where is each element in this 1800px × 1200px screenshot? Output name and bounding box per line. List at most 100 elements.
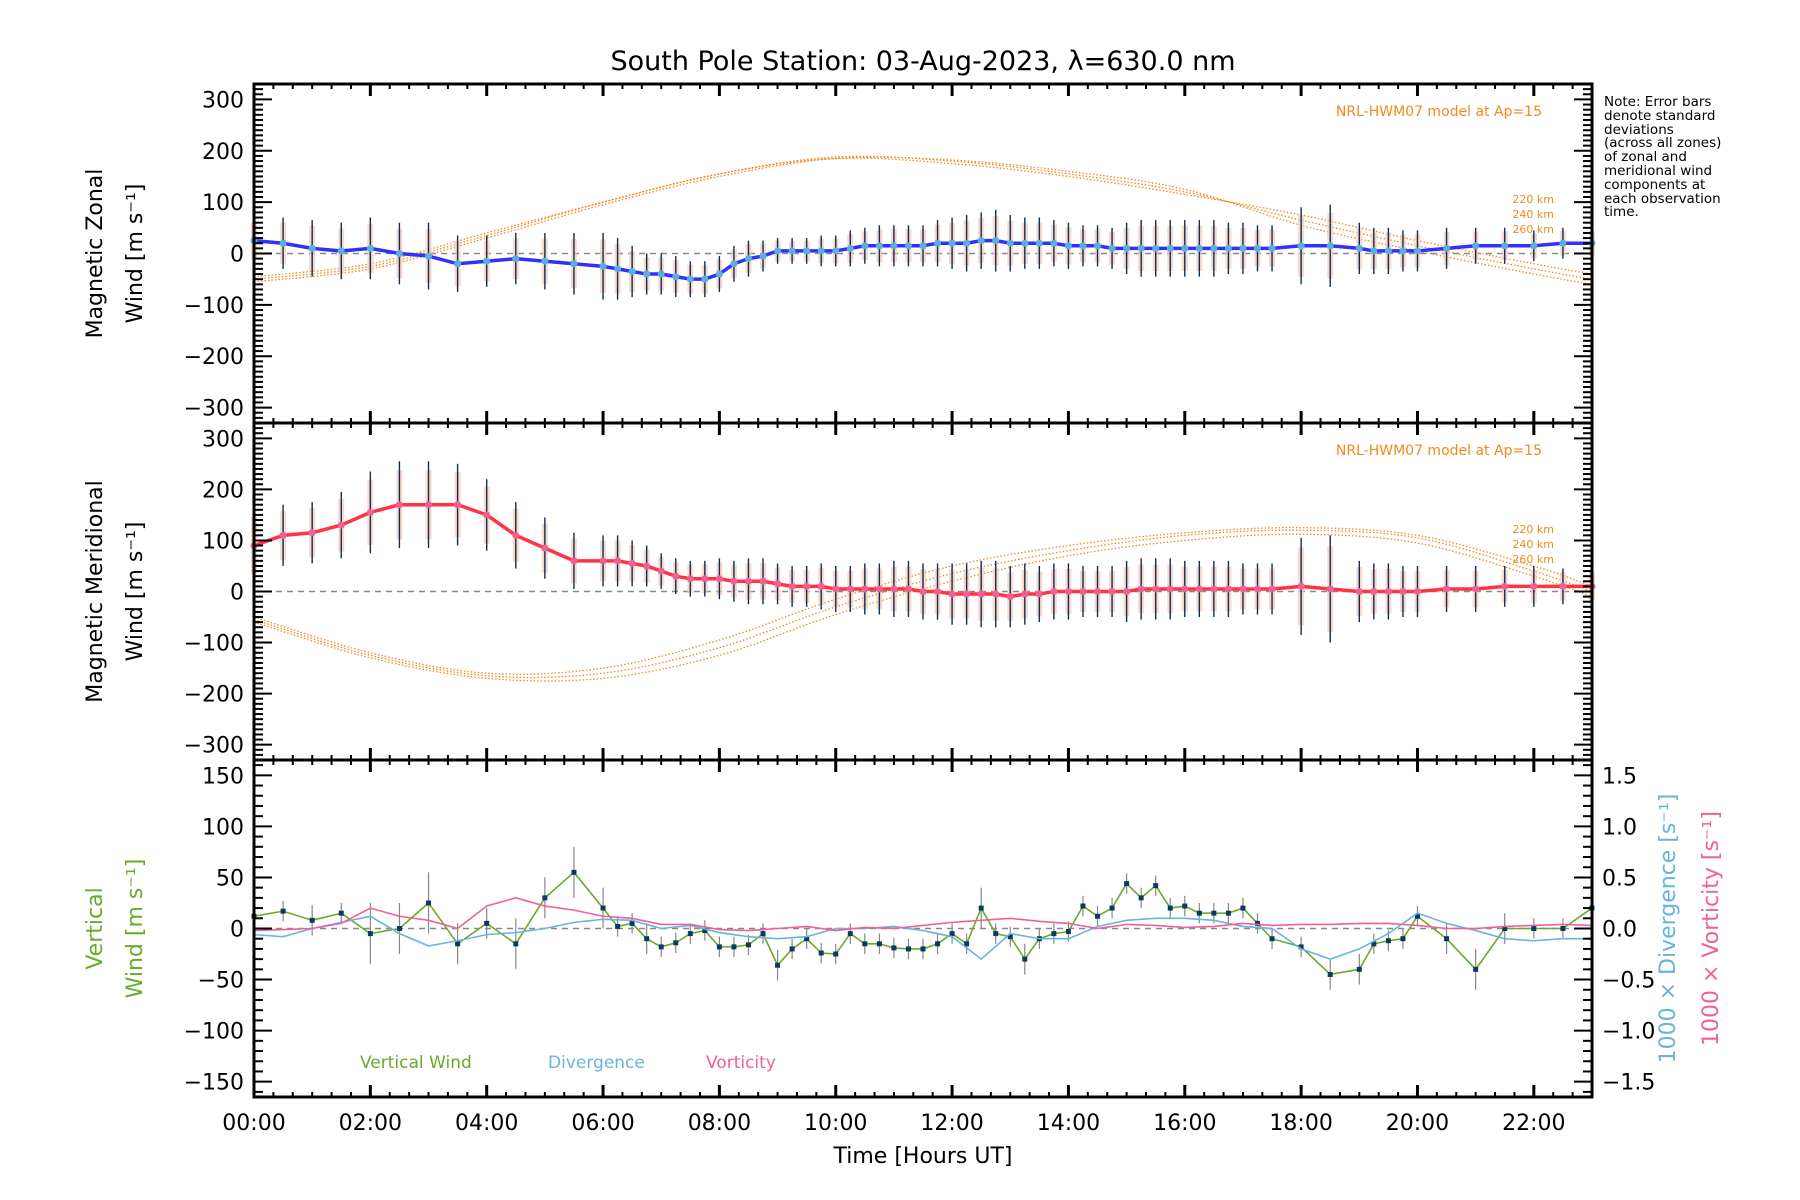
data-point [760,931,766,937]
data-point [1021,239,1029,247]
y-axis-title: Wind [m s⁻¹] [123,184,148,324]
data-point [948,239,956,247]
data-point [861,242,869,250]
data-point [862,941,868,947]
data-point [1560,926,1566,931]
data-point [1080,903,1086,909]
y-tick-label: 100 [202,529,244,554]
data-point [1094,242,1102,250]
data-point [367,931,373,937]
data-point [817,582,825,590]
data-point [643,562,651,570]
data-point [1108,588,1116,595]
x-tick-label: 06:00 [571,1111,634,1136]
data-point [615,923,621,929]
data-point [1443,585,1451,593]
data-point [817,247,825,255]
data-point [1473,966,1479,972]
y-tick-label: −100 [184,632,244,657]
data-point [1254,585,1261,593]
data-point [1167,905,1173,911]
data-point [600,905,606,911]
data-point [935,941,941,947]
data-point [484,920,490,926]
data-point [1006,239,1014,247]
data-point [628,267,636,275]
data-point [715,575,723,583]
series-line-divergence [253,912,1592,961]
y-tick-label: −300 [184,397,244,422]
data-layer [250,155,1596,990]
y-axis-title: Magnetic Zonal [83,169,108,339]
data-point [657,270,665,278]
y2-tick-label: 1.0 [1602,815,1637,840]
data-point [599,262,607,270]
series-line-vorticity [253,897,1593,932]
model-curve [253,526,1593,675]
data-point [672,273,680,281]
data-point [454,501,462,509]
data-point [658,944,664,950]
data-point [541,257,549,265]
data-point [964,941,970,947]
data-point [643,270,651,278]
data-point [1182,903,1188,909]
data-point [1327,971,1333,977]
data-point [425,252,433,260]
x-tick-label: 18:00 [1269,1111,1332,1136]
note-line: of zonal and [1604,149,1687,166]
data-point [1530,582,1538,590]
data-point [1225,910,1231,916]
data-point [1006,593,1014,601]
y-tick-label: 100 [202,815,244,840]
x-tick-label: 20:00 [1386,1111,1449,1136]
data-point [395,250,403,257]
data-point [934,239,942,247]
y-tick-label: −200 [184,683,244,708]
data-point [701,575,709,583]
y2-tick-label: −1.0 [1602,1020,1655,1045]
altitude-label: 240 km [1512,208,1554,221]
model-label: NRL-HWM07 model at Ap=15 [1336,104,1542,120]
data-point [1355,244,1363,252]
data-point [483,511,491,519]
y2-tick-label: −1.5 [1602,1071,1655,1096]
data-point [702,928,708,934]
note-line: meridional wind [1604,162,1713,179]
axes-layer [252,82,1594,1099]
data-point [1370,247,1378,255]
legend-item: Vorticity [706,1053,776,1073]
data-point [1051,931,1057,937]
data-point [1211,910,1217,916]
data-point [1443,244,1451,252]
data-point [1166,244,1174,252]
data-point [1007,934,1013,940]
data-point [759,577,767,585]
data-point [977,237,985,245]
altitude-label: 260 km [1512,553,1554,566]
x-tick-label: 14:00 [1037,1111,1100,1136]
x-tick-label: 04:00 [455,1111,518,1136]
data-point [1195,244,1203,252]
data-point [1137,244,1145,252]
data-point [687,931,693,937]
data-point [1297,582,1305,590]
data-point [599,557,607,565]
data-point [890,242,898,250]
data-point [963,239,971,247]
data-point [1138,895,1144,901]
model-curve [253,529,1593,679]
data-point [774,580,782,588]
altitude-label: 240 km [1512,538,1554,551]
data-point [1501,582,1509,590]
y-tick-label: 300 [202,427,244,452]
data-point [366,508,374,516]
data-point [774,247,782,255]
model-label: NRL-HWM07 model at Ap=15 [1336,443,1542,459]
data-point [1559,582,1567,590]
data-point [337,247,345,255]
data-point [455,941,461,947]
data-point [280,908,286,914]
data-point [1079,588,1087,595]
